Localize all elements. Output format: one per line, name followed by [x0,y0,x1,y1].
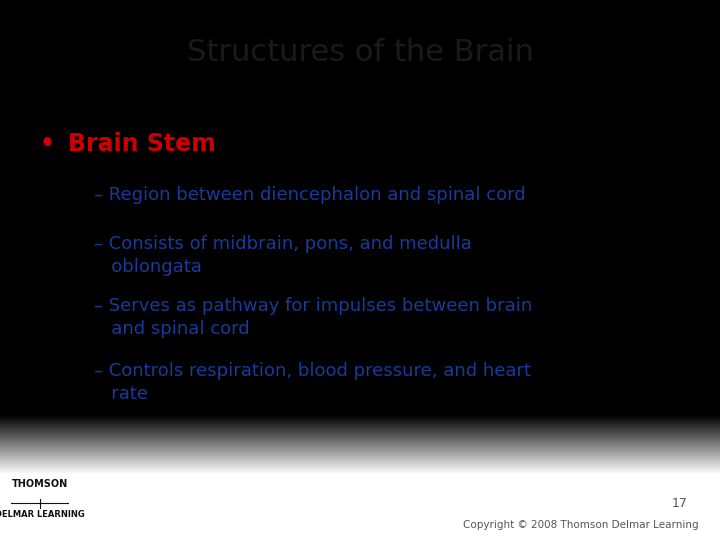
Text: Brain Stem: Brain Stem [68,132,216,156]
Text: THOMSON: THOMSON [12,478,68,489]
Text: DELMAR LEARNING: DELMAR LEARNING [0,510,84,519]
Text: – Controls respiration, blood pressure, and heart
   rate: – Controls respiration, blood pressure, … [94,362,531,403]
Text: – Serves as pathway for impulses between brain
   and spinal cord: – Serves as pathway for impulses between… [94,297,532,338]
Text: 17: 17 [672,497,688,510]
Text: – Region between diencephalon and spinal cord: – Region between diencephalon and spinal… [94,186,525,204]
Text: Structures of the Brain: Structures of the Brain [186,38,534,67]
Text: – Consists of midbrain, pons, and medulla
   oblongata: – Consists of midbrain, pons, and medull… [94,235,472,276]
Text: Copyright © 2008 Thomson Delmar Learning: Copyright © 2008 Thomson Delmar Learning [463,520,698,530]
Text: •: • [40,132,55,156]
